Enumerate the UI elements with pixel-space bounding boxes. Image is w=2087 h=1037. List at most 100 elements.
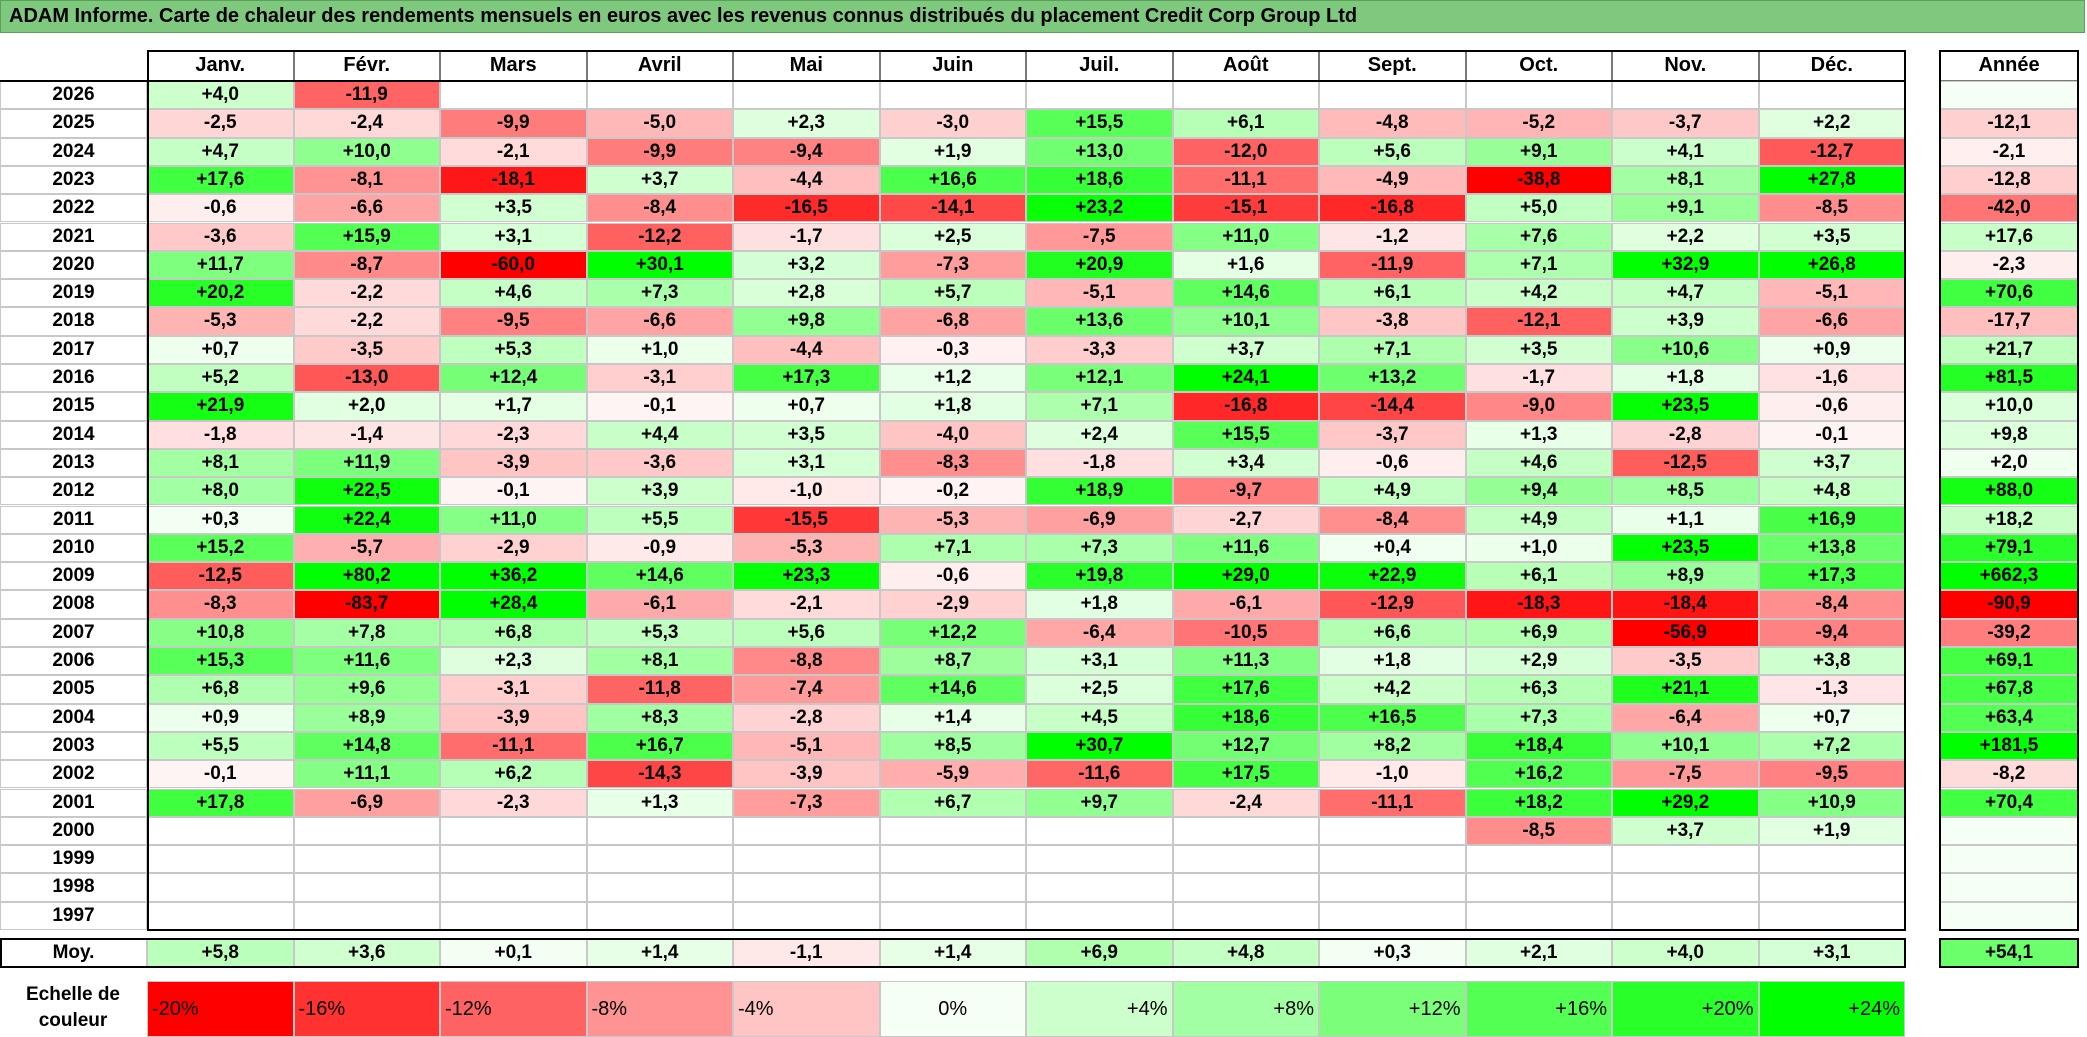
- heatmap-cell: +9,1: [1465, 137, 1612, 166]
- heatmap-cell: -3,6: [147, 222, 294, 251]
- year-label: 2001: [0, 788, 147, 817]
- heatmap-cell: -0,1: [1758, 420, 1905, 449]
- average-label: Moy.: [0, 938, 147, 968]
- heatmap-cell: +3,4: [1172, 448, 1319, 478]
- average-cell: +3,1: [1758, 938, 1905, 968]
- heatmap-cell: +22,4: [293, 505, 440, 534]
- annual-cell: +63,4: [1939, 703, 2079, 732]
- heatmap-cell: +2,5: [879, 222, 1026, 251]
- heatmap-cell: -6,4: [1026, 618, 1173, 647]
- month-header: Janv.: [147, 50, 294, 81]
- heatmap-cell: -2,3: [440, 788, 587, 817]
- month-header: Févr.: [293, 50, 440, 81]
- heatmap-cell: +4,8: [1758, 477, 1905, 506]
- heatmap-cell: +11,9: [293, 448, 440, 478]
- scale-swatch: -8%: [586, 981, 733, 1037]
- annual-cell: -2,1: [1939, 137, 2079, 166]
- heatmap-cell: +4,5: [1026, 703, 1173, 732]
- heatmap-cell: -15,5: [733, 505, 880, 534]
- heatmap-cell: +6,3: [1465, 675, 1612, 704]
- heatmap-cell: +2,4: [1026, 420, 1173, 449]
- annual-cell: [1939, 873, 2079, 902]
- heatmap-cell: +13,0: [1026, 137, 1173, 166]
- heatmap-cell: [733, 816, 880, 846]
- heatmap-cell: +5,5: [147, 731, 294, 761]
- annual-cell: +181,5: [1939, 731, 2079, 761]
- annual-header: Année: [1939, 50, 2079, 81]
- heatmap-cell: [293, 873, 440, 902]
- scale-swatch: 0%: [879, 981, 1026, 1037]
- heatmap-cell: -9,0: [1465, 392, 1612, 421]
- heatmap-cell: [733, 901, 880, 930]
- heatmap-cell: -9,5: [1758, 760, 1905, 789]
- heatmap-cell: +8,2: [1319, 731, 1466, 761]
- heatmap-cell: +8,1: [1612, 165, 1759, 195]
- heatmap-cell: +12,1: [1026, 364, 1173, 393]
- heatmap-cell: +32,9: [1612, 250, 1759, 280]
- heatmap-cell: -5,1: [1758, 279, 1905, 308]
- annual-cell: +79,1: [1939, 533, 2079, 563]
- heatmap-cell: [733, 873, 880, 902]
- scale-swatch: -4%: [733, 981, 880, 1037]
- annual-cell: -39,2: [1939, 618, 2079, 647]
- heatmap-cell: +5,2: [147, 364, 294, 393]
- heatmap-cell: -3,6: [586, 448, 733, 478]
- heatmap-cell: -8,8: [733, 647, 880, 676]
- heatmap-cell: -6,6: [586, 307, 733, 336]
- scale-swatch: +4%: [1026, 981, 1173, 1037]
- month-header: Juin: [879, 50, 1026, 81]
- heatmap-cell: +3,7: [1172, 335, 1319, 364]
- heatmap-cell: -4,9: [1319, 165, 1466, 195]
- heatmap-cell: [440, 81, 587, 110]
- heatmap-cell: -0,1: [147, 760, 294, 789]
- heatmap-cell: [1026, 816, 1173, 846]
- year-label: 2018: [0, 307, 147, 336]
- heatmap-cell: -1,7: [733, 222, 880, 251]
- heatmap-cell: +16,7: [586, 731, 733, 761]
- heatmap-cell: -9,9: [440, 109, 587, 138]
- heatmap-cell: +30,7: [1026, 731, 1173, 761]
- heatmap-cell: +14,6: [586, 562, 733, 591]
- heatmap-cell: -0,6: [147, 194, 294, 223]
- heatmap-cell: -8,4: [1758, 590, 1905, 619]
- heatmap-cell: +4,2: [1465, 279, 1612, 308]
- heatmap-cell: +0,7: [733, 392, 880, 421]
- heatmap-cell: +3,7: [1612, 816, 1759, 846]
- annual-cell: [1939, 901, 2079, 930]
- year-label: 2026: [0, 81, 147, 110]
- annual-cell: +70,6: [1939, 279, 2079, 308]
- heatmap-cell: [1026, 901, 1173, 930]
- heatmap-cell: +1,0: [1465, 533, 1612, 563]
- heatmap-cell: -1,4: [293, 420, 440, 449]
- heatmap-cell: +8,5: [1612, 477, 1759, 506]
- heatmap-cell: -1,6: [1758, 364, 1905, 393]
- heatmap-cell: +7,8: [293, 618, 440, 647]
- heatmap-cell: +1,9: [1758, 816, 1905, 846]
- heatmap-cell: -1,7: [1465, 364, 1612, 393]
- annual-cell: +9,8: [1939, 420, 2079, 449]
- heatmap-cell: -12,0: [1172, 137, 1319, 166]
- annual-cell: [1939, 816, 2079, 846]
- heatmap-cell: -6,9: [1026, 505, 1173, 534]
- heatmap-cell: -1,8: [1026, 448, 1173, 478]
- heatmap-cell: -0,6: [879, 562, 1026, 591]
- heatmap-cell: +3,5: [440, 194, 587, 223]
- heatmap-cell: +11,6: [293, 647, 440, 676]
- heatmap-cell: -3,9: [440, 448, 587, 478]
- heatmap-cell: -4,0: [879, 420, 1026, 449]
- annual-cell: -17,7: [1939, 307, 2079, 336]
- month-header: Août: [1172, 50, 1319, 81]
- heatmap-cell: -6,1: [1172, 590, 1319, 619]
- heatmap-cell: +11,0: [1172, 222, 1319, 251]
- heatmap-cell: -18,4: [1612, 590, 1759, 619]
- heatmap-cell: -7,3: [733, 788, 880, 817]
- month-header: Juil.: [1026, 50, 1173, 81]
- heatmap-cell: -5,1: [733, 731, 880, 761]
- month-header: Nov.: [1612, 50, 1759, 81]
- heatmap-cell: +14,6: [1172, 279, 1319, 308]
- scale-swatch: +20%: [1612, 981, 1759, 1037]
- heatmap-cell: +24,1: [1172, 364, 1319, 393]
- annual-cell: +662,3: [1939, 562, 2079, 591]
- heatmap-cell: [1612, 845, 1759, 874]
- heatmap-cell: +5,3: [440, 335, 587, 364]
